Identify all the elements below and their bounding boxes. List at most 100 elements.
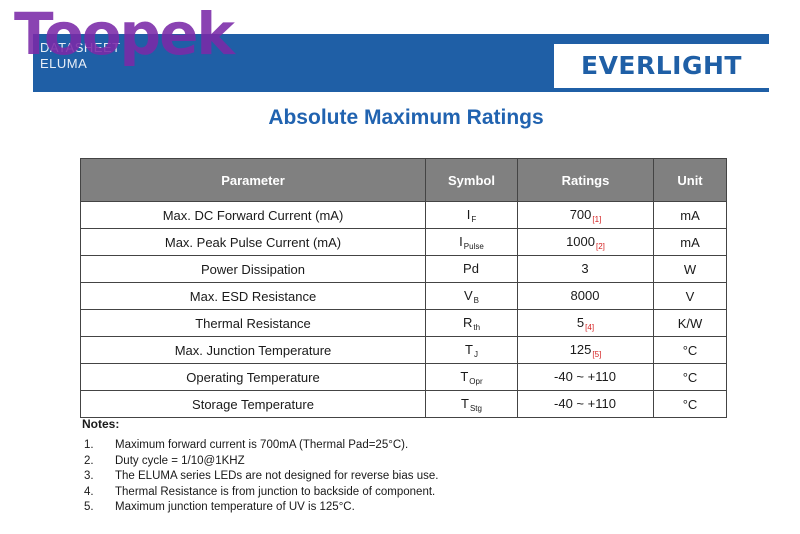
cell-rating: 8000 — [517, 282, 654, 310]
unit-text: °C — [682, 342, 698, 358]
table-row: Max. Junction Temperature TJ 125[5] °C — [80, 336, 727, 364]
table-row: Storage Temperature TStg -40 ~ +110 °C — [80, 390, 727, 418]
rating-value: -40 ~ +110 — [554, 368, 616, 384]
cell-parameter: Operating Temperature — [80, 363, 426, 391]
note-number: 2. — [84, 454, 94, 467]
cell-unit: °C — [653, 390, 727, 418]
note-reference: [4] — [585, 322, 595, 332]
symbol-text: I — [466, 206, 471, 222]
parameter-text: Operating Temperature — [186, 369, 320, 385]
parameter-text: Max. DC Forward Current (mA) — [162, 207, 344, 223]
note-item: 5. Maximum junction temperature of UV is … — [84, 500, 438, 516]
cell-parameter: Max. ESD Resistance — [80, 282, 426, 310]
table-row: Max. Peak Pulse Current (mA) IPulse 1000[2… — [80, 228, 727, 256]
parameter-text: Max. Peak Pulse Current (mA) — [164, 234, 342, 250]
rating-value: 5 — [576, 314, 585, 330]
symbol-text: I — [459, 233, 463, 249]
unit-text: mA — [680, 234, 700, 250]
cell-parameter: Power Dissipation — [80, 255, 426, 283]
note-reference: [1] — [592, 214, 602, 224]
note-text: Maximum junction temperature of UV is 12… — [115, 501, 355, 513]
table-row: Max. ESD Resistance VB 8000 V — [80, 282, 727, 310]
series-name: ELUMA — [40, 56, 88, 71]
note-number: 4. — [84, 485, 94, 498]
header-ratings: Ratings — [517, 158, 654, 202]
header-symbol: Symbol — [425, 158, 518, 202]
table-body: Max. DC Forward Current (mA) IF 700[1] mA Ma… — [80, 201, 727, 418]
parameter-text: Thermal Resistance — [195, 315, 311, 331]
cell-parameter: Storage Temperature — [80, 390, 426, 418]
cell-unit: °C — [653, 336, 727, 364]
symbol-text: T — [461, 395, 469, 411]
table-row: Operating Temperature TOpr -40 ~ +110 °C — [80, 363, 727, 391]
note-number: 1. — [84, 439, 94, 451]
header-unit: Unit — [653, 158, 727, 202]
rating-value: -40 ~ +110 — [554, 395, 616, 411]
cell-unit: mA — [653, 228, 727, 256]
parameter-text: Max. ESD Resistance — [189, 288, 317, 304]
watermark-logo: Toopek — [14, 0, 235, 68]
symbol-subscript: B — [473, 295, 479, 305]
note-reference: [2] — [596, 241, 605, 251]
cell-parameter: Max. DC Forward Current (mA) — [80, 201, 426, 229]
cell-symbol: TStg — [425, 390, 518, 418]
notes-title: Notes: — [82, 417, 120, 431]
cell-parameter: Max. Junction Temperature — [80, 336, 426, 364]
parameter-text: Max. Junction Temperature — [174, 342, 332, 358]
table-row: Thermal Resistance Rth 5[4] K/W — [80, 309, 727, 337]
unit-text: mA — [680, 207, 700, 223]
note-reference: [5] — [592, 349, 602, 359]
note-item: 4. Thermal Resistance is from junction to… — [84, 485, 438, 501]
unit-text: °C — [682, 396, 698, 412]
symbol-subscript: th — [473, 322, 481, 332]
symbol-text: R — [462, 314, 473, 330]
cell-symbol: TJ — [425, 336, 518, 364]
symbol-text: Pd — [463, 260, 479, 276]
rating-value: 1000 — [566, 233, 595, 249]
symbol-text: T — [460, 368, 469, 384]
cell-symbol: Rth — [425, 309, 518, 337]
unit-text: W — [683, 261, 697, 277]
cell-rating: 700[1] — [517, 201, 654, 229]
cell-symbol: VB — [425, 282, 518, 310]
unit-text: °C — [682, 369, 698, 385]
note-number: 5. — [84, 501, 94, 513]
unit-text: V — [685, 288, 695, 304]
unit-text: K/W — [677, 315, 703, 331]
symbol-subscript: Pulse — [463, 241, 484, 251]
parameter-text: Power Dissipation — [200, 261, 306, 277]
cell-symbol: TOpr — [425, 363, 518, 391]
table-row: Power Dissipation Pd 3 W — [80, 255, 727, 283]
cell-rating: 125[5] — [517, 336, 654, 364]
rating-value: 8000 — [570, 287, 600, 303]
table-row: Max. DC Forward Current (mA) IF 700[1] mA — [80, 201, 727, 229]
ratings-table: Parameter Symbol Ratings Unit Max. DC Fo… — [80, 158, 727, 418]
rating-value: 125 — [569, 341, 592, 357]
cell-rating: 3 — [517, 255, 654, 283]
table-header-row: Parameter Symbol Ratings Unit — [80, 158, 727, 202]
cell-symbol: IF — [425, 201, 518, 229]
symbol-text: V — [463, 287, 473, 303]
cell-unit: V — [653, 282, 727, 310]
cell-symbol: Pd — [425, 255, 518, 283]
cell-rating: 5[4] — [517, 309, 654, 337]
cell-parameter: Max. Peak Pulse Current (mA) — [80, 228, 426, 256]
datasheet-label: DATASHEET ELUMA — [40, 40, 121, 72]
symbol-subscript: F — [471, 214, 477, 224]
cell-rating: -40 ~ +110 — [517, 390, 654, 418]
symbol-subscript: Opr — [469, 376, 483, 386]
cell-unit: K/W — [653, 309, 727, 337]
doc-type: DATASHEET — [40, 40, 121, 55]
symbol-subscript: Stg — [469, 403, 482, 413]
cell-rating: 1000[2] — [517, 228, 654, 256]
logo-box: EVERLIGHT — [554, 44, 769, 88]
notes-list: 1. Maximum forward current is 700mA (Ther… — [84, 438, 438, 516]
parameter-text: Storage Temperature — [192, 396, 314, 412]
everlight-logo: EVERLIGHT — [581, 51, 742, 80]
cell-symbol: IPulse — [425, 228, 518, 256]
rating-value: 3 — [581, 260, 589, 276]
header-parameter: Parameter — [80, 158, 426, 202]
note-number: 3. — [84, 470, 94, 482]
cell-unit: mA — [653, 201, 727, 229]
note-item: 2. Duty cycle = 1/10@1KHZ — [84, 454, 438, 470]
